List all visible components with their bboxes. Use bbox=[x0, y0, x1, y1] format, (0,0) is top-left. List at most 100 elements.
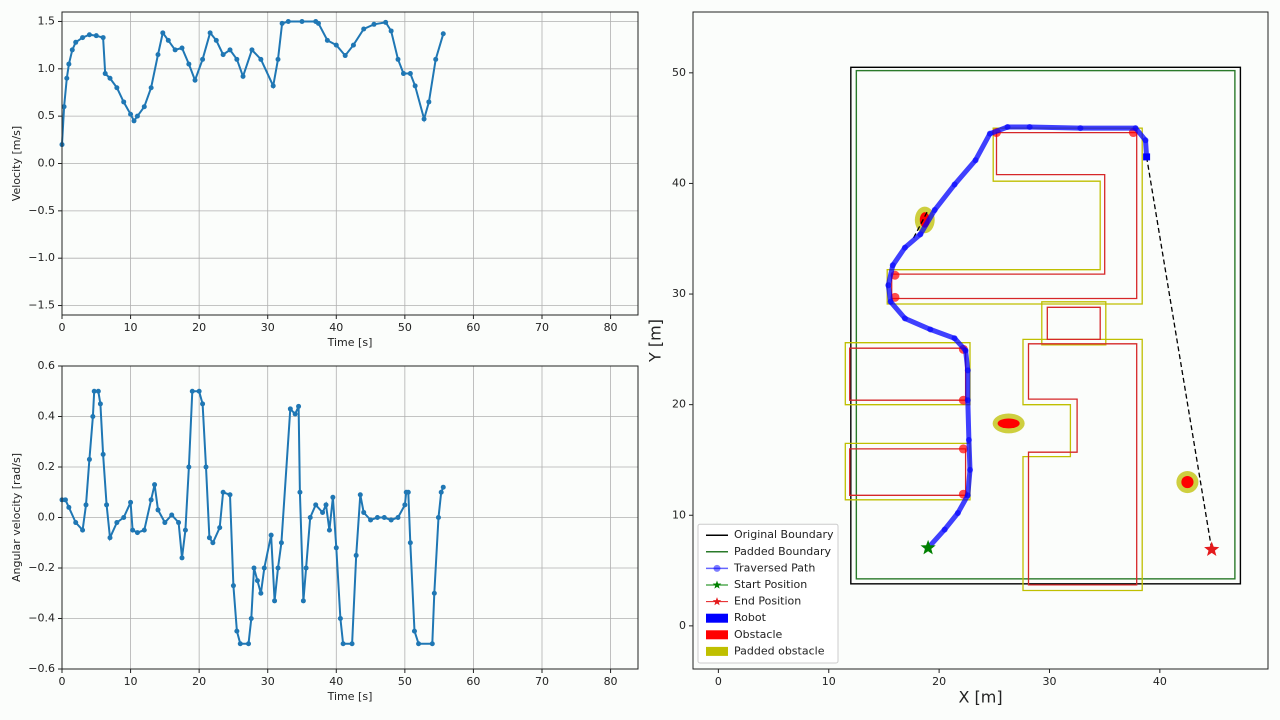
y-axis-label: Angular velocity [rad/s] bbox=[10, 453, 23, 582]
data-point bbox=[337, 616, 343, 621]
data-point bbox=[440, 31, 446, 37]
data-point bbox=[69, 47, 75, 53]
y-axis-label: Y [m] bbox=[646, 319, 665, 363]
path-point bbox=[964, 367, 971, 374]
data-point bbox=[416, 641, 422, 647]
data-point bbox=[234, 628, 240, 634]
data-point bbox=[152, 482, 158, 488]
data-point bbox=[431, 590, 437, 596]
data-point bbox=[383, 19, 389, 25]
data-point bbox=[220, 52, 226, 58]
y-tick-label: 1.5 bbox=[38, 14, 56, 27]
y-tick-label: −0.6 bbox=[28, 662, 55, 675]
data-point bbox=[303, 565, 309, 571]
path-point bbox=[951, 181, 958, 188]
data-point bbox=[407, 71, 413, 77]
data-point bbox=[381, 515, 387, 520]
data-point bbox=[296, 403, 302, 409]
data-point bbox=[73, 39, 79, 45]
x-tick-label: 40 bbox=[329, 321, 343, 334]
x-tick-label: 30 bbox=[1042, 675, 1056, 688]
data-point bbox=[97, 401, 103, 407]
data-point bbox=[148, 497, 154, 503]
data-point bbox=[121, 99, 127, 105]
data-point bbox=[330, 494, 336, 500]
path-point bbox=[889, 262, 896, 269]
data-point bbox=[297, 489, 303, 495]
y-tick-label: −1.5 bbox=[28, 299, 55, 312]
y-tick-label: 20 bbox=[672, 398, 686, 411]
data-line bbox=[61, 20, 445, 145]
y-tick-label: 40 bbox=[672, 176, 686, 189]
data-point bbox=[155, 52, 161, 58]
axes-frame bbox=[61, 365, 639, 670]
data-point bbox=[61, 104, 67, 110]
data-point bbox=[405, 489, 411, 495]
legend-label: End Position bbox=[734, 595, 801, 608]
data-point bbox=[323, 502, 329, 508]
data-point bbox=[179, 555, 185, 561]
legend-label: Start Position bbox=[734, 578, 807, 591]
x-tick-label: 60 bbox=[466, 321, 480, 334]
data-point bbox=[300, 598, 306, 604]
data-point bbox=[361, 26, 367, 32]
data-point bbox=[275, 565, 281, 571]
x-tick-label: 20 bbox=[932, 675, 946, 688]
x-tick-label: 30 bbox=[261, 321, 275, 334]
data-point bbox=[326, 527, 332, 533]
data-point bbox=[130, 527, 136, 533]
path-point bbox=[1004, 124, 1011, 131]
data-point bbox=[333, 42, 339, 48]
x-tick-label: 30 bbox=[261, 675, 275, 688]
data-point bbox=[121, 515, 127, 520]
path-point bbox=[967, 466, 974, 473]
legend-label: Original Boundary bbox=[734, 528, 834, 541]
data-point bbox=[100, 35, 106, 41]
data-point bbox=[349, 641, 355, 647]
data-point bbox=[196, 388, 202, 394]
data-point bbox=[237, 641, 243, 647]
data-point bbox=[186, 464, 192, 470]
data-point bbox=[340, 641, 346, 647]
path-point bbox=[917, 231, 924, 238]
data-point bbox=[395, 515, 401, 520]
path-point bbox=[1132, 125, 1139, 132]
data-point bbox=[176, 520, 182, 526]
data-point bbox=[62, 497, 68, 503]
path-point bbox=[941, 526, 948, 533]
legend-label: Traversed Path bbox=[733, 561, 815, 574]
legend: Original Boundary Padded Boundary Traverse… bbox=[697, 523, 839, 664]
x-axis-label: Time [s] bbox=[327, 690, 373, 703]
obstacle bbox=[1027, 343, 1138, 586]
x-tick-label: 70 bbox=[535, 675, 549, 688]
x-axis-label: Time [s] bbox=[327, 336, 373, 349]
data-point bbox=[320, 509, 326, 515]
data-point bbox=[275, 56, 281, 62]
data-point bbox=[95, 388, 101, 394]
data-point bbox=[210, 540, 216, 546]
legend-swatch bbox=[706, 613, 728, 623]
obstacle-point bbox=[958, 444, 968, 454]
x-axis-label: X [m] bbox=[958, 688, 1002, 707]
data-point bbox=[433, 56, 439, 62]
legend-label: Obstacle bbox=[734, 628, 783, 641]
obstacle bbox=[849, 448, 967, 496]
data-point bbox=[86, 456, 92, 462]
data-point bbox=[86, 32, 92, 38]
data-point bbox=[429, 641, 435, 647]
padded-obstacle bbox=[1022, 338, 1143, 592]
y-tick-label: 0.4 bbox=[38, 410, 56, 423]
data-point bbox=[402, 502, 408, 508]
path-point bbox=[1077, 125, 1084, 132]
data-point bbox=[246, 641, 252, 647]
legend-swatch bbox=[713, 564, 721, 572]
data-point bbox=[162, 520, 168, 526]
data-point bbox=[313, 502, 319, 508]
y-tick-label: 0.0 bbox=[38, 157, 56, 170]
data-point bbox=[251, 565, 257, 571]
x-tick-label: 10 bbox=[124, 675, 138, 688]
data-point bbox=[206, 535, 212, 541]
x-tick-label: 0 bbox=[715, 675, 722, 688]
path-point bbox=[1026, 124, 1033, 131]
data-point bbox=[64, 75, 70, 81]
